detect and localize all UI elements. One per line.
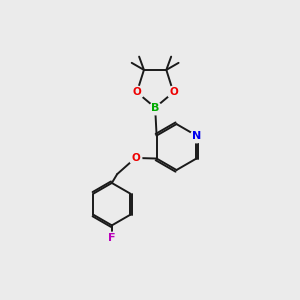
Text: O: O — [131, 153, 140, 163]
Text: O: O — [133, 87, 141, 97]
Text: O: O — [169, 87, 178, 97]
Text: B: B — [151, 103, 159, 112]
Text: F: F — [108, 233, 116, 243]
Text: N: N — [192, 130, 201, 141]
